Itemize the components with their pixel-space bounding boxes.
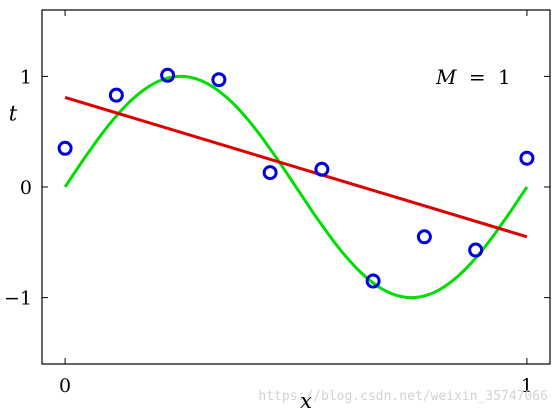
plot-content bbox=[57, 67, 535, 300]
annotation-operator: = bbox=[469, 65, 486, 89]
data-point bbox=[365, 273, 381, 289]
y-tick-label: 0 bbox=[20, 177, 32, 199]
x-axis-label: x bbox=[300, 389, 312, 413]
y-axis-label: t bbox=[9, 102, 18, 126]
sine-curve-line bbox=[63, 74, 529, 300]
y-tick-label: 1 bbox=[20, 66, 32, 88]
model-order-annotation: M = 1 bbox=[435, 65, 511, 89]
data-point bbox=[519, 150, 535, 166]
fitted-polynomial-line bbox=[64, 95, 528, 239]
data-point bbox=[57, 140, 73, 156]
data-point bbox=[468, 242, 484, 258]
y-tick-label: −1 bbox=[4, 288, 32, 310]
annotation-value: 1 bbox=[498, 65, 511, 89]
ticks: 0 1 −1 0 1 bbox=[4, 10, 550, 397]
x-tick-label: 1 bbox=[521, 375, 533, 397]
watermark: https://blog.csdn.net/weixin_35747066 bbox=[258, 389, 548, 404]
data-point bbox=[211, 72, 227, 88]
data-point bbox=[314, 161, 330, 177]
data-point bbox=[262, 165, 278, 181]
annotation-variable: M bbox=[435, 65, 457, 89]
data-point bbox=[416, 229, 432, 245]
x-tick-label: 0 bbox=[59, 375, 71, 397]
data-point bbox=[160, 67, 176, 83]
data-point bbox=[108, 87, 124, 103]
